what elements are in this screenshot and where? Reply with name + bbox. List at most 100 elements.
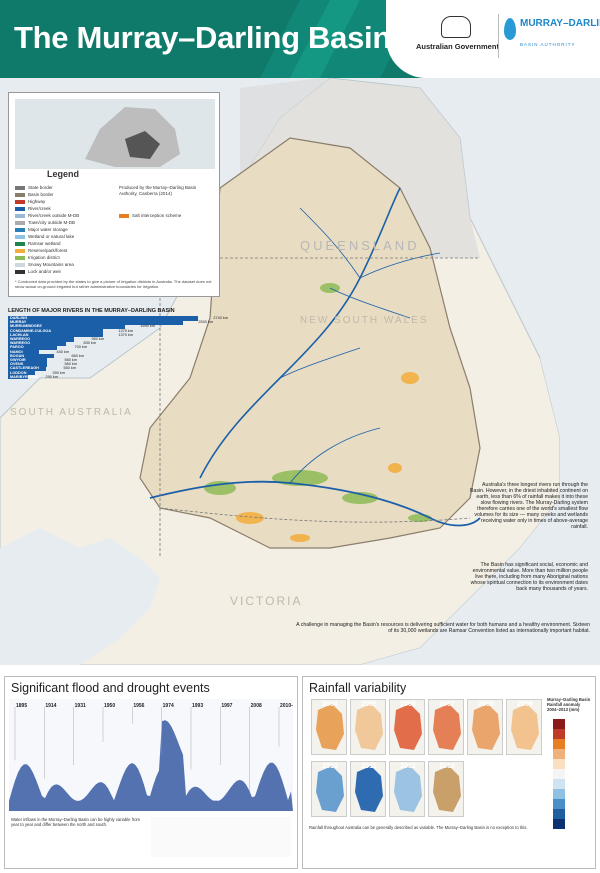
sa-coast [0, 528, 160, 665]
river-name: MURRAY [10, 320, 27, 325]
crest-icon [441, 16, 471, 38]
rainfall-year-label: 2013 [439, 763, 455, 770]
scale-swatch [553, 769, 565, 779]
river-length: 1690 km [140, 324, 155, 329]
basin-map: QUEENSLAND NEW SOUTH WALES SOUTH AUSTRAL… [0, 77, 600, 666]
flood-caption-right [151, 817, 291, 857]
river-bar: PAROO 700 km [8, 345, 87, 350]
legend-item: State border [15, 185, 53, 190]
info-text-basin-value: The Basin has significant social, econom… [470, 562, 588, 592]
banner-stripes [260, 0, 420, 78]
river-lengths-heading: LENGTH OF MAJOR RIVERS IN THE MURRAY–DAR… [8, 308, 175, 314]
river-length: 2530 km [198, 320, 213, 325]
rainfall-year-map: 2013 [428, 761, 464, 817]
river-name: LACHLAN [10, 332, 29, 337]
rainfall-year-label: 2012 [400, 763, 416, 770]
scale-swatch [553, 799, 565, 809]
river-name: CASTLEREAGH [10, 366, 39, 371]
river-bar: NAMOI 440 km [8, 349, 69, 355]
river-length: 830 km [83, 341, 96, 346]
rainfall-panel: Rainfall variability 2004 2005 2006 2007 200… [302, 676, 596, 869]
river-length: 550 km [63, 366, 76, 371]
government-logo: Australian Government [416, 16, 499, 51]
rainfall-panel-title: Rainfall variability [309, 681, 407, 695]
rainfall-year-label: 2010 [322, 763, 338, 770]
map-label-qld: QUEENSLAND [300, 238, 420, 253]
rainfall-legend-scale [553, 719, 565, 829]
scale-swatch [553, 729, 565, 739]
river-length: 660 km [71, 353, 84, 358]
reserves [236, 372, 419, 542]
legend-item: Lock and/or weir [15, 269, 61, 274]
state-borders [159, 257, 480, 558]
inset-australia [85, 107, 180, 167]
rainfall-year-label: 2004 [322, 701, 338, 708]
scale-swatch [553, 789, 565, 799]
river-bar: CONDAMINE-CULGOA 1375 km [8, 328, 133, 334]
river-bar: GWYDIR 560 km [8, 358, 77, 363]
rainfall-year-label: 2007 [439, 701, 455, 708]
event-year-label: 1997 [221, 703, 232, 709]
event-year-label: 2010–11 [280, 703, 293, 709]
rainfall-year-map: 2011 [350, 761, 386, 817]
river-network [149, 187, 481, 527]
river-bar: CASTLEREAGH 550 km [8, 366, 76, 371]
government-label: Australian Government [416, 42, 499, 51]
rainfall-year-map: 2007 [428, 699, 464, 755]
river-length: 700 km [74, 345, 87, 350]
inflow-area [9, 720, 293, 811]
rainfall-year-label: 2008 [478, 701, 494, 708]
river-bar: WARREGO 830 km [8, 341, 96, 346]
river-length: 2740 km [213, 316, 228, 320]
event-year-label: 1931 [75, 703, 86, 709]
flood-panel-title: Significant flood and drought events [11, 681, 210, 695]
event-year-label: 1895 [16, 703, 27, 709]
legend-item: Town/city outside M-DB [15, 220, 75, 225]
legend-item: Snowy Mountains area [15, 262, 74, 267]
rainfall-year-map: 2012 [389, 761, 425, 817]
river-name: PAROO [10, 345, 24, 350]
river-name: DARLING [10, 316, 28, 320]
rainfall-year-label: 2005 [361, 701, 377, 708]
scale-swatch [553, 739, 565, 749]
river-name: CONDAMINE-CULGOA [10, 328, 52, 333]
rainfall-year-label: 2011 [361, 763, 377, 770]
river-length: 950 km [91, 337, 104, 341]
scale-swatch [553, 759, 565, 769]
event-year-label: 1974 [163, 703, 174, 709]
scale-swatch [553, 819, 565, 829]
river-bar: WARREGO 950 km [8, 337, 104, 342]
legend-item: Reserve/park/forest [15, 248, 67, 253]
rainfall-legend-title: Murray–Darling Basin Rainfall anomaly 20… [547, 697, 591, 712]
scale-swatch [553, 779, 565, 789]
legend-produced: Produced by the Murray–Darling Basin Aut… [119, 185, 197, 196]
rainfall-year-map: 2005 [350, 699, 386, 755]
river-length: 290 km [45, 374, 58, 379]
water-drop-icon [504, 18, 516, 40]
map-graphic [0, 77, 600, 666]
east-sea [360, 358, 600, 665]
event-year-label: 2008 [251, 703, 262, 709]
map-label-nsw: NEW SOUTH WALES [300, 315, 429, 326]
river-bar: LACHLAN 1370 km [8, 332, 133, 338]
legend-title: Legend [47, 169, 80, 179]
flood-drought-panel: Significant flood and drought events 189… [4, 676, 298, 869]
legend-item: River/creek outside M-DB [15, 213, 79, 218]
river-length: 440 km [56, 349, 69, 354]
rainfall-year-label: 2009 [517, 701, 533, 708]
rainfall-caption: Rainfall throughout Australia can be gen… [309, 825, 528, 830]
river-bar: MURRAY 2530 km [8, 320, 213, 325]
river-name: OVENS [10, 362, 24, 367]
river-bar: OVENS 560 km [8, 362, 77, 367]
river-length: 390 km [52, 370, 65, 375]
legend-item: Major water storage [15, 227, 68, 232]
river-bar: MARIBYRNONG 290 km [8, 374, 58, 380]
basin-area [139, 137, 481, 549]
logo-panel: Australian Government MURRAY–DARLING BAS… [386, 0, 600, 78]
mdba-name: MURRAY–DARLING [520, 18, 600, 29]
map-label-vic: VICTORIA [230, 594, 303, 608]
legend-inset-map [15, 99, 215, 169]
river-name: WARREGO [10, 341, 31, 346]
legend-item: Wetland or natural lake [15, 234, 74, 239]
river-length: 560 km [64, 362, 77, 367]
